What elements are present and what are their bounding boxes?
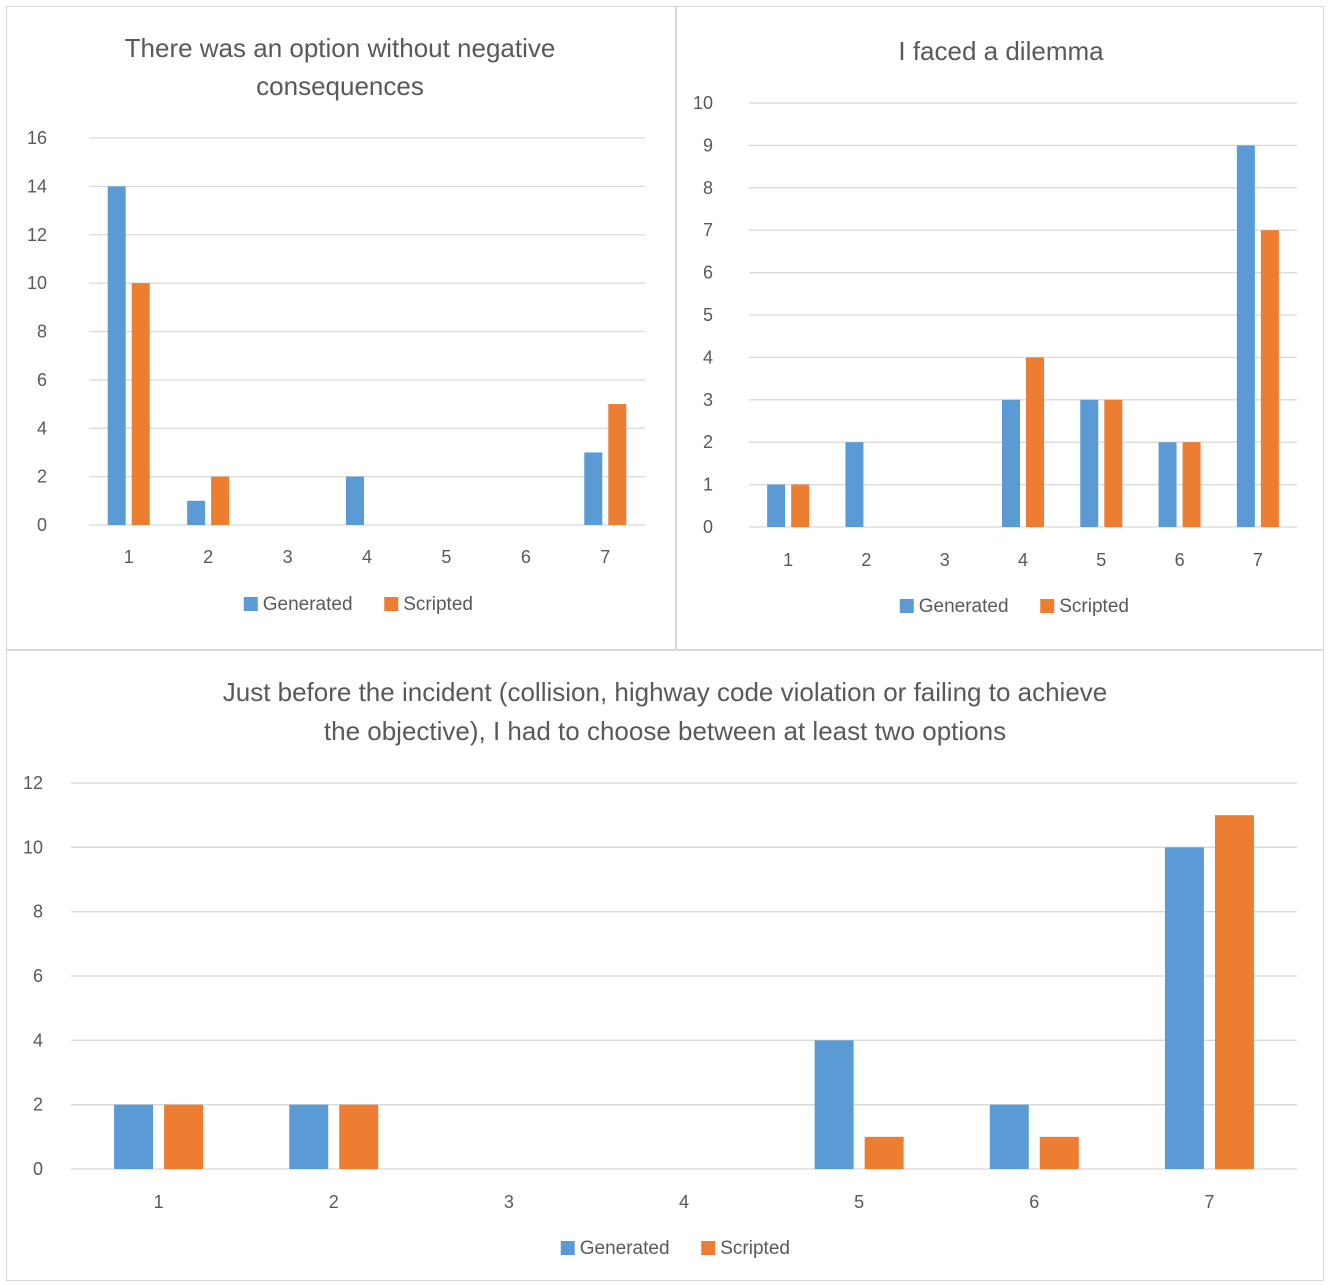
x-tick-label: 1	[124, 547, 134, 567]
x-tick-label: 7	[1204, 1192, 1214, 1212]
y-tick-label: 12	[23, 773, 43, 793]
legend-swatch-generated	[899, 599, 914, 613]
y-tick-label: 4	[37, 418, 47, 438]
y-tick-label: 2	[703, 432, 713, 452]
y-tick-label: 6	[33, 966, 43, 986]
y-tick-label: 9	[703, 135, 713, 155]
y-tick-label: 10	[23, 837, 43, 857]
x-tick-label: 4	[1018, 550, 1028, 570]
y-tick-label: 5	[703, 305, 713, 325]
x-tick-label: 1	[154, 1192, 164, 1212]
bar-generated-6	[1158, 442, 1177, 527]
bar-scripted-5	[864, 1136, 904, 1169]
legend-label-scripted: Scripted	[1059, 596, 1129, 617]
y-tick-label: 10	[693, 93, 713, 113]
bar-generated-5	[814, 1040, 854, 1169]
legend-swatch-generated	[243, 597, 258, 611]
y-tick-label: 0	[33, 1159, 43, 1179]
bar-generated-1	[114, 1104, 154, 1169]
bar-generated-1	[107, 186, 126, 525]
bar-scripted-7	[1214, 815, 1254, 1169]
x-tick-label: 3	[504, 1192, 514, 1212]
chart-panel-choose-between-options: Just before the incident (collision, hig…	[6, 650, 1324, 1281]
bar-scripted-6	[1039, 1136, 1079, 1169]
bar-chart-faced-dilemma: I faced a dilemma 0 1 2 3 4 5 6 7 8 9 10 1 2 3 4 5 6 7 Gene…	[693, 36, 1297, 617]
chart-title-line: the objective), I had to choose between …	[324, 716, 1006, 746]
chart-title-line: Just before the incident (collision, hig…	[223, 677, 1108, 707]
y-tick-label: 10	[27, 273, 47, 293]
x-tick-label: 2	[861, 550, 871, 570]
x-tick-label: 6	[521, 547, 531, 567]
y-tick-label: 0	[703, 517, 713, 537]
y-tick-label: 8	[33, 902, 43, 922]
x-tick-label: 6	[1175, 550, 1185, 570]
bar-scripted-1	[164, 1104, 204, 1169]
bar-generated-4	[1002, 399, 1020, 527]
bar-generated-7	[1164, 847, 1204, 1169]
x-tick-label: 3	[283, 547, 293, 567]
bar-scripted-1	[131, 283, 150, 525]
bar-generated-7	[584, 452, 603, 525]
legend-label-scripted: Scripted	[720, 1238, 790, 1259]
bar-scripted-5	[1104, 399, 1123, 527]
bar-generated-4	[346, 476, 364, 525]
x-tick-label: 2	[203, 547, 213, 567]
y-tick-label: 4	[33, 1030, 43, 1050]
x-tick-label: 3	[940, 550, 950, 570]
chart-panel-faced-dilemma: I faced a dilemma 0 1 2 3 4 5 6 7 8 9 10 1 2 3 4 5 6 7 Gene…	[676, 6, 1324, 650]
y-tick-label: 8	[37, 322, 47, 342]
chart-title-line: consequences	[256, 71, 424, 101]
y-tick-label: 4	[703, 347, 713, 367]
x-tick-label: 6	[1029, 1192, 1039, 1212]
y-tick-label: 3	[703, 390, 713, 410]
bar-generated-2	[187, 500, 206, 525]
y-tick-label: 16	[27, 128, 47, 148]
legend-swatch-scripted	[384, 597, 399, 611]
bar-scripted-2	[211, 476, 230, 525]
legend-swatch-scripted	[701, 1241, 716, 1255]
y-tick-label: 0	[37, 515, 47, 535]
legend-swatch-generated	[560, 1241, 575, 1255]
y-tick-label: 12	[27, 225, 47, 245]
chart-title-line: There was an option without negative	[125, 33, 556, 63]
x-tick-label: 5	[1096, 550, 1106, 570]
x-tick-label: 5	[441, 547, 451, 567]
y-tick-label: 1	[703, 475, 713, 495]
bar-generated-6	[989, 1104, 1029, 1169]
bar-chart-choose-between-options: Just before the incident (collision, hig…	[23, 677, 1297, 1259]
y-tick-label: 6	[703, 263, 713, 283]
bar-scripted-4	[1026, 357, 1044, 527]
legend-label-generated: Generated	[580, 1238, 670, 1259]
x-tick-label: 1	[783, 550, 793, 570]
legend-label-generated: Generated	[263, 594, 353, 615]
y-tick-label: 7	[703, 220, 713, 240]
chart-panel-option-without-consequences: There was an option without negative cons…	[6, 6, 676, 650]
x-tick-label: 7	[1253, 550, 1263, 570]
legend-label-generated: Generated	[919, 596, 1009, 617]
bar-generated-7	[1236, 145, 1255, 527]
chart-title-line: I faced a dilemma	[898, 36, 1104, 66]
bar-generated-5	[1080, 399, 1099, 527]
bar-generated-2	[845, 442, 864, 527]
x-tick-label: 4	[362, 547, 372, 567]
x-tick-label: 4	[679, 1192, 689, 1212]
bar-scripted-2	[339, 1104, 379, 1169]
y-tick-label: 8	[703, 178, 713, 198]
bar-generated-1	[767, 484, 786, 527]
bar-scripted-7	[608, 404, 627, 525]
y-tick-label: 2	[37, 467, 47, 487]
bar-chart-option-without-consequences: There was an option without negative cons…	[27, 33, 645, 615]
bar-scripted-1	[791, 484, 810, 527]
x-tick-label: 2	[329, 1192, 339, 1212]
x-tick-label: 5	[854, 1192, 864, 1212]
legend-swatch-scripted	[1040, 599, 1055, 613]
y-tick-label: 6	[37, 370, 47, 390]
legend-label-scripted: Scripted	[403, 594, 473, 615]
y-tick-label: 2	[33, 1095, 43, 1115]
y-tick-label: 14	[27, 176, 47, 196]
x-tick-label: 7	[600, 547, 610, 567]
bar-scripted-6	[1182, 442, 1201, 527]
bar-generated-2	[289, 1104, 329, 1169]
bar-scripted-7	[1260, 230, 1279, 527]
